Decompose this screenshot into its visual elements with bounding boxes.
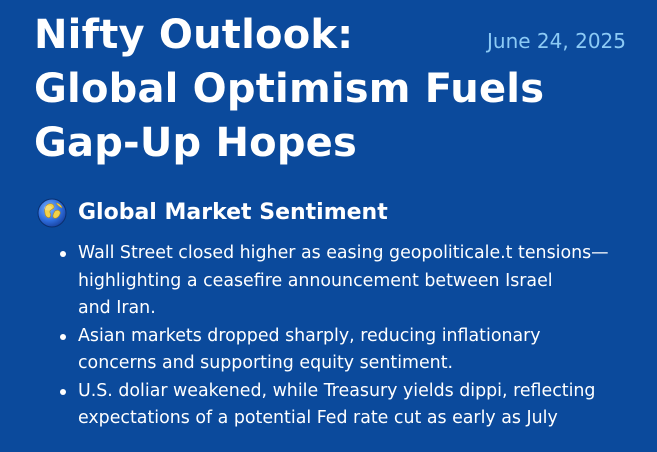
bullet-dot [60,333,66,340]
section-header: Global Market Sentiment [36,196,388,230]
bullet-dot [60,251,66,257]
page-title: Nifty Outlook: Global Optimism Fuels Gap… [34,8,594,170]
bullet-line: expectations of a potential Fed rate cut… [78,408,558,428]
section-title: Global Market Sentiment [78,200,388,225]
bullet-line: Asian markets dropped sharply, reducing … [78,325,541,346]
date-label: June 24, 2025 [487,29,626,53]
bullet-line: Wall Street closed higher as easing geop… [78,243,609,263]
list-item: Asian markets dropped sharply, reducing … [0,323,657,378]
list-item: Wall Street closed higher as easing geop… [0,240,657,323]
header: Nifty Outlook: Global Optimism Fuels Gap… [0,0,657,180]
list-item: U.S. doliar weakened, while Treasury yie… [0,378,657,433]
bullet-line: and Iran. [78,298,156,318]
bullet-line: concerns and supporting equity sentiment… [78,353,454,373]
title-line-3: Gap-Up Hopes [34,120,358,166]
bullet-list: Wall Street closed higher as easing geop… [0,240,657,433]
globe-icon [36,197,68,229]
bullet-line: U.S. doliar weakened, while Treasury yie… [78,380,596,401]
title-line-1: Nifty Outlook: [34,12,354,58]
bullet-line: highlighting a ceasefire announcement be… [78,270,553,291]
bullet-dot [60,388,66,395]
title-line-2: Global Optimism Fuels [34,66,545,112]
